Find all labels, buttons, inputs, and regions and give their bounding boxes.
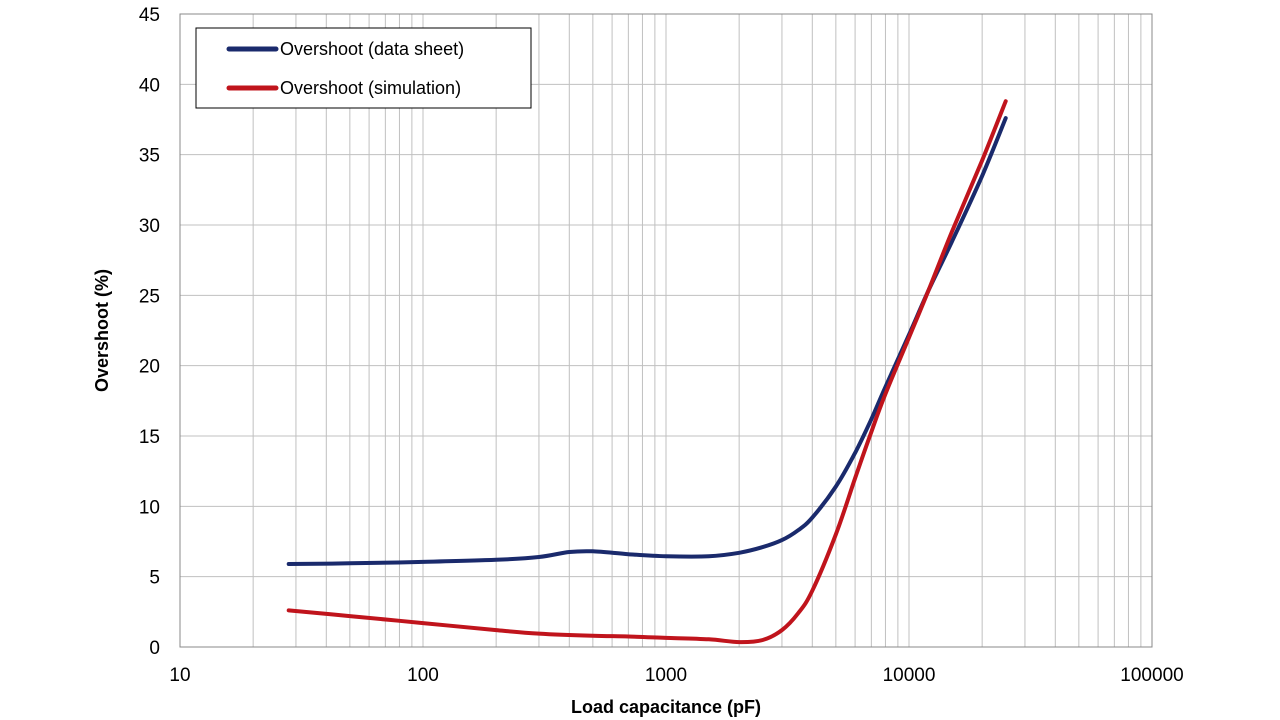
y-axis-title: Overshoot (%) [92,269,112,392]
y-tick-label: 5 [149,568,160,589]
legend-label-simulation: Overshoot (simulation) [280,78,461,98]
x-axis-title: Load capacitance (pF) [571,697,761,717]
series-line-simulation [286,99,1008,645]
x-tick-label: 1000 [645,665,687,686]
x-tick-label: 100000 [1120,665,1183,686]
y-tick-label: 15 [139,427,160,448]
plot-area [179,13,1153,648]
legend: Overshoot (data sheet) Overshoot (simula… [195,27,532,109]
series-lines [286,99,1008,645]
y-tick-label: 35 [139,146,160,167]
legend-label-data-sheet: Overshoot (data sheet) [280,39,464,59]
grid [179,13,1152,648]
x-tick-label: 10000 [883,665,936,686]
y-tick-label: 45 [139,5,160,26]
y-tick-label: 20 [139,357,160,378]
tick-labels: 0 5 10 15 20 25 30 35 40 45 10 100 1000 10000 100000 [139,5,1184,686]
y-tick-label: 25 [139,286,160,307]
x-tick-label: 10 [169,665,190,686]
legend-box [195,27,532,109]
y-tick-label: 40 [139,75,160,96]
y-tick-label: 0 [149,638,160,659]
x-tick-label: 100 [407,665,439,686]
y-tick-label: 30 [139,216,160,237]
y-tick-label: 10 [139,497,160,518]
